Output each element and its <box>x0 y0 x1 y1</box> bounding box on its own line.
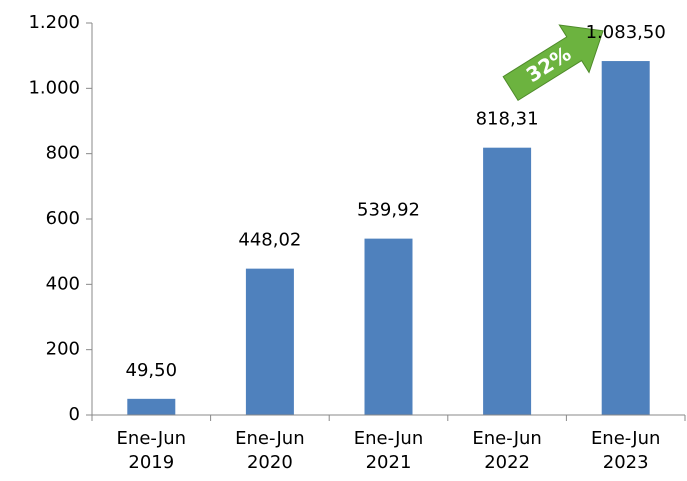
y-tick-label: 0 <box>69 404 80 425</box>
value-label: 539,92 <box>357 200 420 221</box>
y-tick-label: 600 <box>46 208 80 229</box>
value-label: 1.083,50 <box>586 22 666 43</box>
bar <box>601 61 650 415</box>
y-tick-label: 200 <box>46 339 80 360</box>
bar <box>483 147 532 415</box>
y-tick-label: 800 <box>46 143 80 164</box>
value-label: 818,31 <box>476 109 539 130</box>
arrow-shape <box>502 24 604 102</box>
x-tick-label: Ene-Jun 2023 <box>590 428 661 473</box>
bar <box>364 238 413 415</box>
x-tick-label: Ene-Jun 2019 <box>116 428 187 473</box>
y-tick-label: 1.000 <box>28 77 80 98</box>
value-label: 448,02 <box>238 230 301 251</box>
x-tick-label: Ene-Jun 2020 <box>235 428 305 473</box>
y-tick-label: 1.200 <box>28 12 80 33</box>
bar <box>127 398 176 415</box>
bar <box>245 268 294 415</box>
value-label: 49,50 <box>126 360 178 381</box>
x-tick-label: Ene-Jun 2021 <box>353 428 424 473</box>
y-tick-label: 400 <box>46 273 80 294</box>
x-tick-label: Ene-Jun 2022 <box>472 428 542 473</box>
